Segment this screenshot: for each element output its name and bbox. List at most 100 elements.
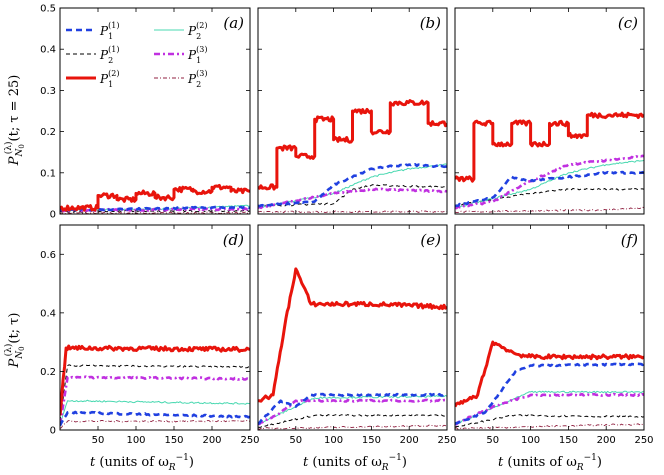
- legend-item: P2(1): [66, 45, 120, 65]
- xlabel-col-1: t (units of ωR−1): [303, 453, 407, 473]
- xlabel-sub: R: [576, 463, 584, 473]
- panel-frame: [59, 7, 251, 215]
- y-tick-label: 0.5: [40, 4, 56, 15]
- xlabel-sup: −1: [389, 453, 402, 463]
- x-tick-label: 150: [362, 435, 381, 446]
- panel-a: 0 0.1 0.2 0.3 0.4 0.5 (a): [40, 4, 251, 221]
- panel-c: (c): [454, 7, 645, 215]
- legend-label: P2(1): [99, 45, 120, 65]
- series-p2-1-line: [60, 364, 250, 422]
- series-p2-3-line: [60, 419, 250, 429]
- series-p2-1-line: [258, 414, 447, 428]
- y-tick-label: 0.4: [40, 308, 56, 319]
- series-p2-3-line: [455, 206, 644, 214]
- series-p1-2-line: [455, 111, 644, 183]
- x-tick-label: 50: [92, 435, 105, 446]
- xlabel-sub: R: [168, 463, 176, 473]
- x-tick-label: 200: [400, 435, 419, 446]
- legend-item: P1(1): [66, 21, 120, 41]
- xlabel-close: ): [189, 455, 194, 470]
- series-p2-1-line: [455, 188, 644, 207]
- panels-group: 0 0.1 0.2 0.3 0.4 0.5 (a) (b) (c) 50 100 150 200 250 0…: [40, 4, 653, 447]
- series-p1-3-line: [258, 398, 447, 426]
- svg-text:t (units of ωR−1): t (units of ωR−1): [498, 453, 602, 473]
- legend: P1(1) P2(1) P1(2) P2(2) P1(3) P2(3): [66, 21, 208, 89]
- series-p1-2-line: [60, 344, 250, 416]
- panel-label: (c): [618, 14, 638, 32]
- legend-item: P1(2): [66, 69, 120, 89]
- legend-item: P1(3): [154, 45, 208, 65]
- x-tick-label: 50: [289, 435, 302, 446]
- xlabel-sup: −1: [584, 453, 597, 463]
- ylabel-bottom-subsub: 0: [18, 346, 26, 350]
- panel-label: (b): [420, 14, 441, 32]
- x-tick-label: 200: [597, 435, 616, 446]
- series-p2-1-line: [258, 184, 447, 207]
- xlabel-close: ): [402, 455, 407, 470]
- svg-text:PN0(λ)(t; τ): PN0 (λ)(t; τ): [3, 313, 26, 369]
- panel-e: 50 100 150 200 250 (e): [257, 224, 457, 446]
- series-p1-3-line: [455, 392, 644, 426]
- xlabel-units: (units of ω: [507, 455, 576, 470]
- xlabel-t: t: [303, 455, 309, 470]
- y-tick-label: 0: [50, 210, 56, 221]
- x-tick-label: 250: [437, 435, 456, 446]
- ylabel-bottom-args: (t; τ): [7, 313, 22, 344]
- panel-f: 50 100 150 200 250 (f): [454, 224, 654, 446]
- series-p1-1-line: [455, 362, 644, 426]
- series-p2-3-line: [455, 423, 644, 430]
- panel-frame: [454, 224, 645, 431]
- x-tick-label: 50: [486, 435, 499, 446]
- x-tick-label: 150: [164, 435, 183, 446]
- x-tick-label: 200: [202, 435, 221, 446]
- series-p1-2-line: [455, 340, 644, 408]
- x-tick-label: 100: [521, 435, 540, 446]
- ylabel-bottom: PN0 (λ)(t; τ): [3, 313, 26, 369]
- series-p1-2-line: [258, 267, 447, 403]
- legend-label: P1(3): [187, 45, 208, 65]
- xlabel-close: ): [597, 455, 602, 470]
- series-p1-1-line: [258, 392, 447, 426]
- panel-frame: [59, 224, 251, 431]
- xlabel-units: (units of ω: [99, 455, 168, 470]
- legend-label: P2(2): [187, 21, 208, 41]
- series-p2-3-line: [258, 210, 447, 214]
- panel-frame: [257, 7, 448, 215]
- series-p2-2-line: [455, 159, 644, 209]
- x-tick-label: 150: [559, 435, 578, 446]
- panel-frame: [257, 224, 448, 431]
- ylabel-top-sup: (λ): [3, 141, 14, 154]
- x-tick-label: 250: [240, 435, 259, 446]
- xlabel-units: (units of ω: [312, 455, 381, 470]
- x-tick-label: 250: [634, 435, 653, 446]
- legend-label: P1(1): [99, 21, 120, 41]
- ylabel-top: PN0 (λ)(t; τ = 25): [3, 75, 26, 167]
- series-p1-1-line: [60, 410, 250, 427]
- series-p2-2-line: [258, 163, 447, 209]
- xlabel-col-0: t (units of ωR−1): [90, 453, 194, 473]
- ylabel-top-args: (t; τ = 25): [7, 75, 22, 142]
- svg-text:t (units of ωR−1): t (units of ωR−1): [90, 453, 194, 473]
- y-tick-label: 0.1: [40, 168, 56, 179]
- xlabel-col-2: t (units of ωR−1): [498, 453, 602, 473]
- xlabel-t: t: [498, 455, 504, 470]
- ylabel-top-base: P: [7, 156, 22, 166]
- ylabel-bottom-sub: N: [15, 350, 25, 360]
- series-p2-3-line: [60, 211, 250, 214]
- svg-text:t (units of ωR−1): t (units of ωR−1): [303, 453, 407, 473]
- x-tick-label: 100: [126, 435, 145, 446]
- panel-d: 50 100 150 200 250 0 0.2 0.4 0.6 (d): [40, 224, 260, 446]
- panel-frame: [454, 7, 645, 215]
- y-tick-label: 0.2: [40, 127, 56, 138]
- panel-b: (b): [257, 7, 448, 215]
- panel-label: (d): [223, 231, 244, 249]
- y-tick-label: 0.2: [40, 367, 56, 378]
- svg-text:PN0(λ)(t; τ = 25): PN0 (λ)(t; τ = 25): [3, 75, 26, 167]
- series-p1-2-line: [60, 183, 250, 212]
- y-tick-label: 0.6: [40, 250, 56, 261]
- xlabel-t: t: [90, 455, 96, 470]
- series-p1-3-line: [60, 375, 250, 425]
- legend-item: P2(2): [154, 21, 208, 41]
- series-p1-1-line: [455, 170, 644, 208]
